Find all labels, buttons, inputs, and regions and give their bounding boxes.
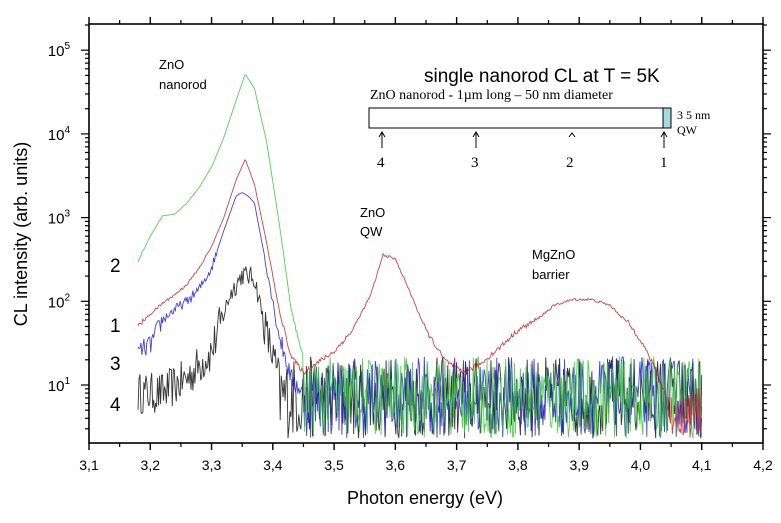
caret-up-icon bbox=[568, 132, 576, 138]
annotation-zno-nanorod-l2: nanorod bbox=[159, 77, 207, 92]
series-line-green bbox=[137, 74, 703, 439]
qw-label-thickness: 3 5 nm bbox=[677, 108, 711, 122]
qw-label-qw: QW bbox=[677, 123, 698, 137]
y-tick-label: 103 bbox=[48, 209, 71, 228]
chart-title: single nanorod CL at T = 5K bbox=[424, 66, 660, 87]
y-tick-label: 104 bbox=[48, 125, 71, 144]
series-line-red bbox=[137, 159, 703, 438]
x-tick-label: 3,6 bbox=[386, 457, 406, 473]
nanorod-rect bbox=[368, 107, 665, 129]
x-tick-label: 3,7 bbox=[447, 457, 467, 473]
annotation-zno-qw-l2: QW bbox=[360, 224, 383, 239]
arrow-up-icon bbox=[472, 131, 480, 148]
nanorod-inset: ZnO nanorod - 1µm long – 50 nm diameter … bbox=[368, 88, 711, 171]
arrow-up-icon bbox=[378, 131, 386, 148]
y-axis-label: CL intensity (arb. units) bbox=[11, 142, 31, 326]
spectrum-curves bbox=[137, 74, 703, 439]
annotation-mgzno-l2: barrier bbox=[532, 267, 570, 282]
x-tick-label: 4,0 bbox=[631, 457, 651, 473]
y-tick-label: 102 bbox=[48, 292, 71, 311]
x-tick-label: 3,5 bbox=[324, 457, 344, 473]
x-tick-label: 3,2 bbox=[141, 457, 161, 473]
curve-label-1: 1 bbox=[110, 316, 121, 337]
qw-segment bbox=[662, 107, 672, 129]
y-tick-label: 101 bbox=[48, 376, 71, 395]
curve-label-2: 2 bbox=[110, 256, 121, 277]
curve-label-3: 3 bbox=[110, 354, 121, 375]
x-tick-label: 3,1 bbox=[79, 457, 99, 473]
inset-position-4: 4 bbox=[377, 155, 385, 171]
y-tick-label: 105 bbox=[48, 41, 71, 60]
annotation-mgzno-l1: MgZnO bbox=[532, 247, 575, 262]
position-arrows bbox=[378, 131, 668, 148]
x-axis-label: Photon energy (eV) bbox=[347, 488, 503, 508]
x-tick-label: 3,3 bbox=[202, 457, 222, 473]
inset-position-1: 1 bbox=[660, 155, 668, 171]
arrow-up-icon bbox=[660, 131, 668, 148]
annotation-zno-qw-l1: ZnO bbox=[360, 205, 385, 220]
inset-position-2: 2 bbox=[566, 155, 574, 171]
axis-ticks: 3,1 3,2 3,3 3,4 3,5 3,6 3,7 3,8 3,9 4,0 4,1 4,2 101 1… bbox=[48, 17, 773, 473]
x-tick-label: 4,1 bbox=[692, 457, 712, 473]
x-tick-label: 3,4 bbox=[263, 457, 283, 473]
x-tick-label: 3,8 bbox=[508, 457, 528, 473]
curve-label-4: 4 bbox=[110, 395, 121, 416]
x-tick-label: 3,9 bbox=[569, 457, 589, 473]
annotation-zno-nanorod-l1: ZnO bbox=[159, 57, 184, 72]
x-tick-label: 4,2 bbox=[753, 457, 773, 473]
inset-position-3: 3 bbox=[471, 155, 479, 171]
inset-title: ZnO nanorod - 1µm long – 50 nm diameter bbox=[370, 88, 613, 103]
